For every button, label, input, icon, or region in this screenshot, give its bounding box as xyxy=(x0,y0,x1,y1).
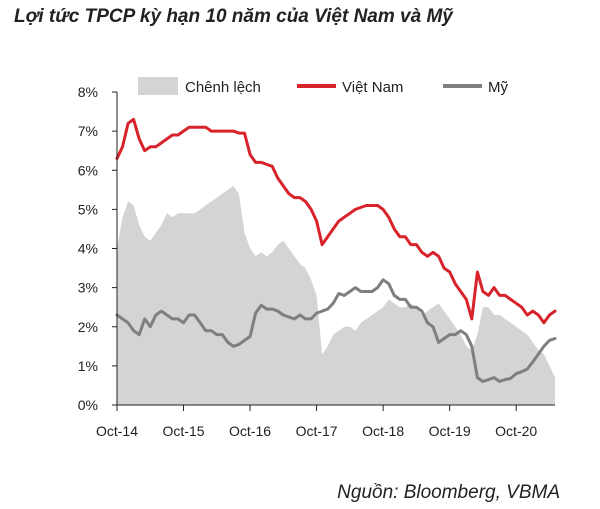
y-tick-label: 3% xyxy=(78,280,98,296)
legend-label-spread: Chênh lệch xyxy=(185,79,261,96)
spread-area-layer xyxy=(117,185,555,405)
series-lines-layer xyxy=(115,117,557,383)
y-tick-label: 1% xyxy=(78,358,98,374)
y-tick-label: 6% xyxy=(78,162,98,178)
x-tick-label: Oct-18 xyxy=(362,423,404,439)
x-tick-label: Oct-19 xyxy=(429,423,471,439)
x-tick-label: Oct-17 xyxy=(296,423,338,439)
yield-chart: 0% 1% 2% 3% 4% 5% 6% 7% 8% Oct-14 Oct-15 Oct-16 Oct-… xyxy=(78,77,557,439)
us-line xyxy=(115,278,557,383)
y-tick-label: 2% xyxy=(78,319,98,335)
source-note: Nguồn: Bloomberg, VBMA xyxy=(337,482,560,503)
legend-label-vietnam: Việt Nam xyxy=(342,79,403,96)
x-tick-label: Oct-14 xyxy=(96,423,138,439)
x-tick-label: Oct-15 xyxy=(163,423,205,439)
x-tick-label: Oct-20 xyxy=(495,423,537,439)
x-tick-label: Oct-16 xyxy=(229,423,271,439)
vietnam-line xyxy=(115,117,557,325)
y-tick-label: 5% xyxy=(78,201,98,217)
spread-area xyxy=(117,185,555,405)
legend-swatch-spread xyxy=(138,77,178,95)
axes: 0% 1% 2% 3% 4% 5% 6% 7% 8% Oct-14 Oct-15 Oct-16 Oct-… xyxy=(78,84,555,439)
y-tick-label: 0% xyxy=(78,397,98,413)
page-title: Lợi tức TPCP kỳ hạn 10 năm của Việt Nam … xyxy=(14,6,453,27)
legend: Chênh lệch Việt Nam Mỹ xyxy=(138,77,508,96)
y-tick-label: 8% xyxy=(78,84,98,100)
y-tick-label: 4% xyxy=(78,241,98,257)
y-tick-label: 7% xyxy=(78,123,98,139)
legend-label-us: Mỹ xyxy=(488,79,508,96)
